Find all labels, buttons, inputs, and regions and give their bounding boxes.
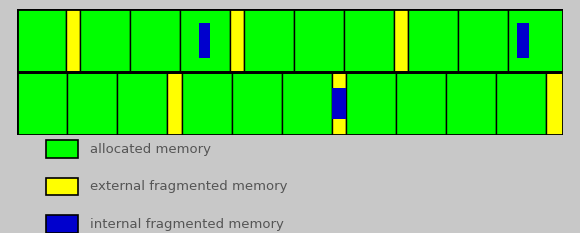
Bar (17, 72, 563, 135)
Bar (458, 9, 508, 72)
Bar (130, 9, 180, 72)
Bar (46, 178, 78, 195)
Bar (17, 9, 563, 72)
Text: external fragmented memory: external fragmented memory (90, 180, 288, 193)
Bar (118, 72, 168, 135)
Bar (182, 72, 231, 135)
Bar (168, 72, 182, 135)
Bar (332, 72, 346, 135)
Bar (67, 72, 118, 135)
Bar (408, 9, 458, 72)
Bar (282, 72, 332, 135)
Bar (199, 24, 211, 58)
Bar (346, 72, 396, 135)
Bar (508, 9, 563, 72)
Bar (66, 9, 79, 72)
Bar (394, 9, 408, 72)
Text: allocated memory: allocated memory (90, 143, 211, 155)
Bar (46, 140, 78, 158)
Bar (396, 72, 446, 135)
Bar (546, 72, 563, 135)
Bar (230, 9, 244, 72)
Bar (496, 72, 546, 135)
Bar (17, 9, 66, 72)
Bar (294, 9, 344, 72)
Bar (332, 88, 346, 119)
Bar (446, 72, 496, 135)
Bar (344, 9, 394, 72)
Bar (180, 9, 230, 72)
Bar (17, 72, 67, 135)
Bar (46, 215, 78, 233)
Bar (231, 72, 282, 135)
Text: internal fragmented memory: internal fragmented memory (90, 218, 284, 230)
Bar (517, 24, 528, 58)
Bar (79, 9, 130, 72)
Bar (244, 9, 294, 72)
